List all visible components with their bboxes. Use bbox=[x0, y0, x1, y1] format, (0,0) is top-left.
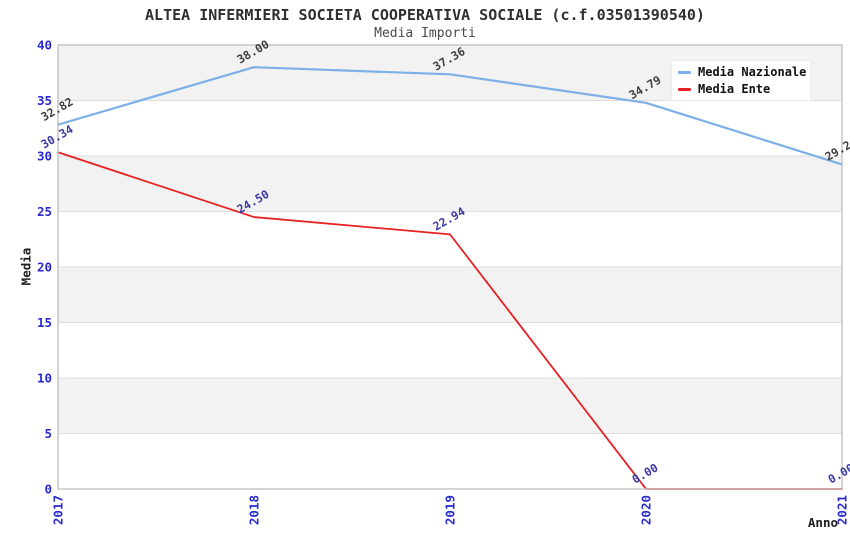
legend-swatch-media-nazionale bbox=[678, 70, 691, 74]
legend-swatch-media-ente bbox=[678, 87, 691, 91]
plot-band bbox=[58, 267, 842, 323]
x-tick-label-2017: 2017 bbox=[51, 495, 66, 525]
x-axis-title: Anno bbox=[807, 515, 838, 530]
series-line-media-nazionale bbox=[56, 66, 844, 166]
value-label-media-ente-2017: 30.34 bbox=[39, 122, 76, 151]
y-tick-label-15: 15 bbox=[37, 315, 52, 330]
legend-label-media-nazionale: Media Nazionale bbox=[698, 65, 807, 79]
plot-border bbox=[57, 44, 843, 490]
x-tick-label-2020: 2020 bbox=[639, 495, 654, 525]
x-tick-label-2021: 2021 bbox=[835, 495, 850, 525]
y-tick-label-10: 10 bbox=[37, 371, 52, 386]
legend: Media Nazionale Media Ente bbox=[671, 60, 811, 101]
value-label-media-ente-2020: 0.00 bbox=[630, 461, 661, 487]
y-tick-label-20: 20 bbox=[37, 260, 52, 275]
legend-item-media-nazionale: Media Nazionale bbox=[678, 66, 810, 78]
y-tick-label-25: 25 bbox=[37, 204, 52, 219]
y-axis-title: Media bbox=[18, 247, 34, 286]
chart-subtitle: Media Importi bbox=[374, 26, 476, 41]
x-tick-label-2019: 2019 bbox=[443, 495, 458, 525]
legend-item-media-ente: Media Ente bbox=[678, 83, 810, 95]
chart-title: ALTEA INFERMIERI SOCIETA COOPERATIVA SOC… bbox=[145, 6, 705, 24]
x-tick-label-2018: 2018 bbox=[247, 495, 262, 525]
y-tick-label-35: 35 bbox=[37, 93, 52, 108]
y-tick-label-30: 30 bbox=[37, 149, 52, 164]
y-tick-label-0: 0 bbox=[44, 482, 52, 497]
plot-band bbox=[58, 156, 842, 212]
y-tick-label-40: 40 bbox=[37, 38, 52, 53]
value-label-media-nazionale-2021: 29.24 bbox=[823, 134, 850, 163]
legend-label-media-ente: Media Ente bbox=[698, 82, 771, 96]
plot-band bbox=[58, 378, 842, 434]
value-label-media-ente-2021: 0.00 bbox=[826, 461, 850, 487]
y-tick-label-5: 5 bbox=[44, 426, 52, 441]
